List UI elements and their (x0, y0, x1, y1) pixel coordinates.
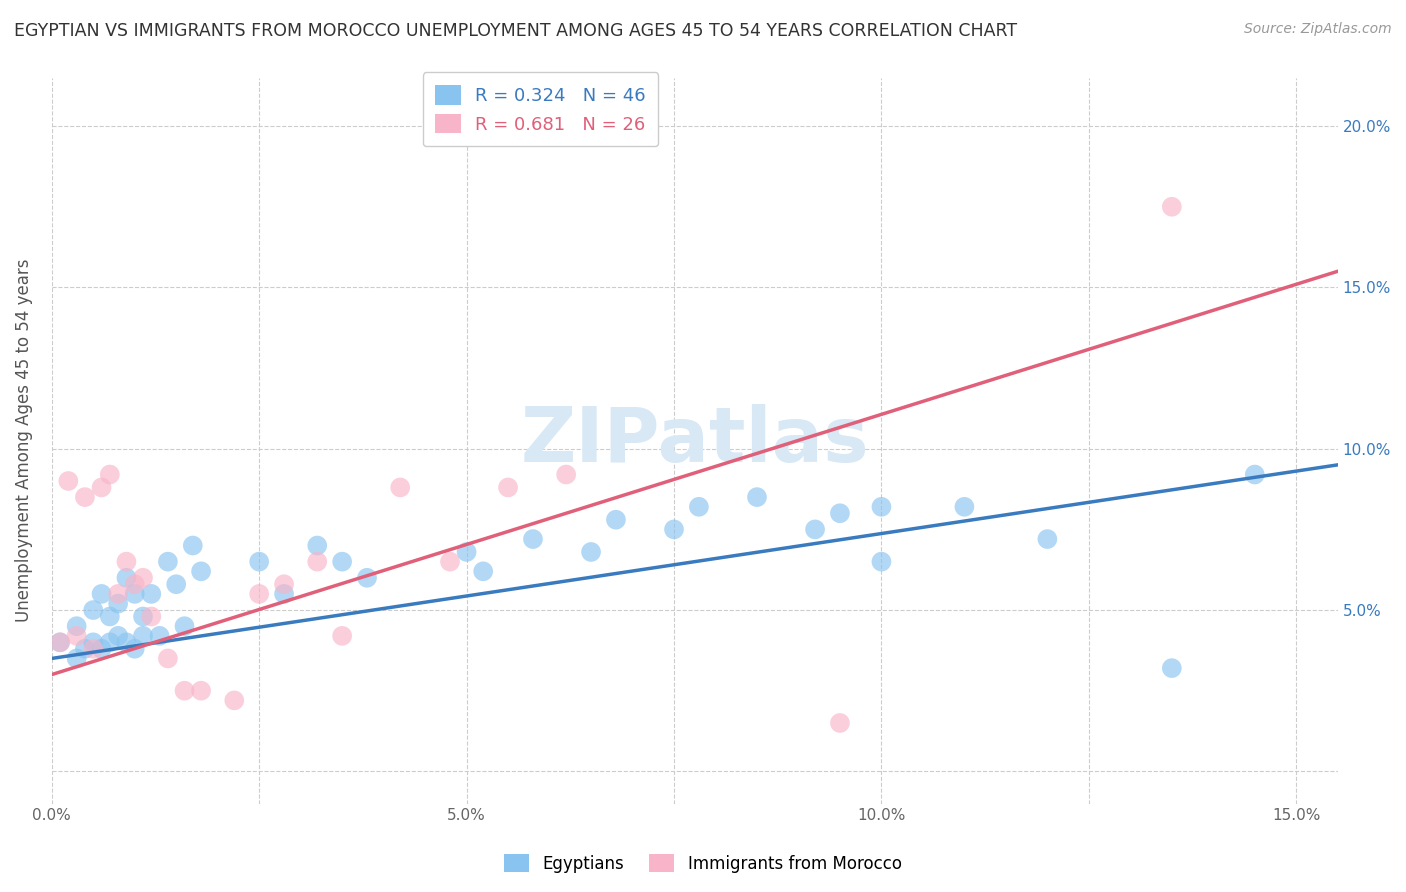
Point (273, 577, 295, 591)
Point (247, 587, 270, 601)
Point (1160, 200, 1182, 214)
Point (605, 513, 627, 527)
Legend: R = 0.324   N = 46, R = 0.681   N = 26: R = 0.324 N = 46, R = 0.681 N = 26 (423, 72, 658, 146)
Point (124, 587, 146, 601)
Point (173, 619, 195, 633)
Legend: Egyptians, Immigrants from Morocco: Egyptians, Immigrants from Morocco (498, 847, 908, 880)
Point (745, 490, 768, 504)
Point (141, 587, 163, 601)
Point (953, 500, 976, 514)
Text: Source: ZipAtlas.com: Source: ZipAtlas.com (1244, 22, 1392, 37)
Point (90, 587, 112, 601)
Point (149, 629, 172, 643)
Point (73, 490, 96, 504)
Point (662, 522, 685, 536)
Point (804, 522, 827, 536)
Point (828, 715, 851, 730)
Point (115, 555, 138, 569)
Point (66, 629, 89, 643)
Point (82, 603, 104, 617)
Y-axis label: Unemployment Among Ages 45 to 54 years: Unemployment Among Ages 45 to 54 years (15, 259, 32, 623)
Point (247, 555, 270, 569)
Point (173, 683, 195, 698)
Point (356, 571, 378, 585)
Point (98, 635, 121, 649)
Point (115, 635, 138, 649)
Point (828, 506, 851, 520)
Point (156, 651, 179, 665)
Point (58, 474, 80, 488)
Point (522, 532, 544, 546)
Point (73, 641, 96, 656)
Point (132, 629, 155, 643)
Point (98, 467, 121, 482)
Point (555, 467, 578, 482)
Point (98, 609, 121, 624)
Point (688, 500, 710, 514)
Text: ZIPatlas: ZIPatlas (520, 404, 869, 477)
Point (472, 564, 495, 578)
Point (1160, 661, 1182, 675)
Point (181, 539, 204, 553)
Point (307, 539, 329, 553)
Point (107, 597, 129, 611)
Point (190, 564, 212, 578)
Point (82, 641, 104, 656)
Point (1243, 467, 1265, 482)
Point (224, 693, 246, 707)
Point (66, 651, 89, 665)
Point (132, 571, 155, 585)
Point (107, 587, 129, 601)
Point (870, 500, 893, 514)
Point (124, 577, 146, 591)
Text: EGYPTIAN VS IMMIGRANTS FROM MOROCCO UNEMPLOYMENT AMONG AGES 45 TO 54 YEARS CORRE: EGYPTIAN VS IMMIGRANTS FROM MOROCCO UNEM… (14, 22, 1017, 40)
Point (273, 587, 295, 601)
Point (107, 629, 129, 643)
Point (90, 641, 112, 656)
Point (66, 619, 89, 633)
Point (165, 577, 187, 591)
Point (124, 641, 146, 656)
Point (439, 555, 461, 569)
Point (132, 609, 155, 624)
Point (579, 545, 602, 559)
Point (307, 555, 329, 569)
Point (90, 480, 112, 494)
Point (330, 629, 353, 643)
Point (141, 609, 163, 624)
Point (389, 480, 412, 494)
Point (156, 555, 179, 569)
Point (49, 635, 72, 649)
Point (456, 545, 478, 559)
Point (82, 635, 104, 649)
Point (870, 555, 893, 569)
Point (330, 555, 353, 569)
Point (496, 480, 519, 494)
Point (115, 571, 138, 585)
Point (190, 683, 212, 698)
Point (1036, 532, 1059, 546)
Point (49, 635, 72, 649)
